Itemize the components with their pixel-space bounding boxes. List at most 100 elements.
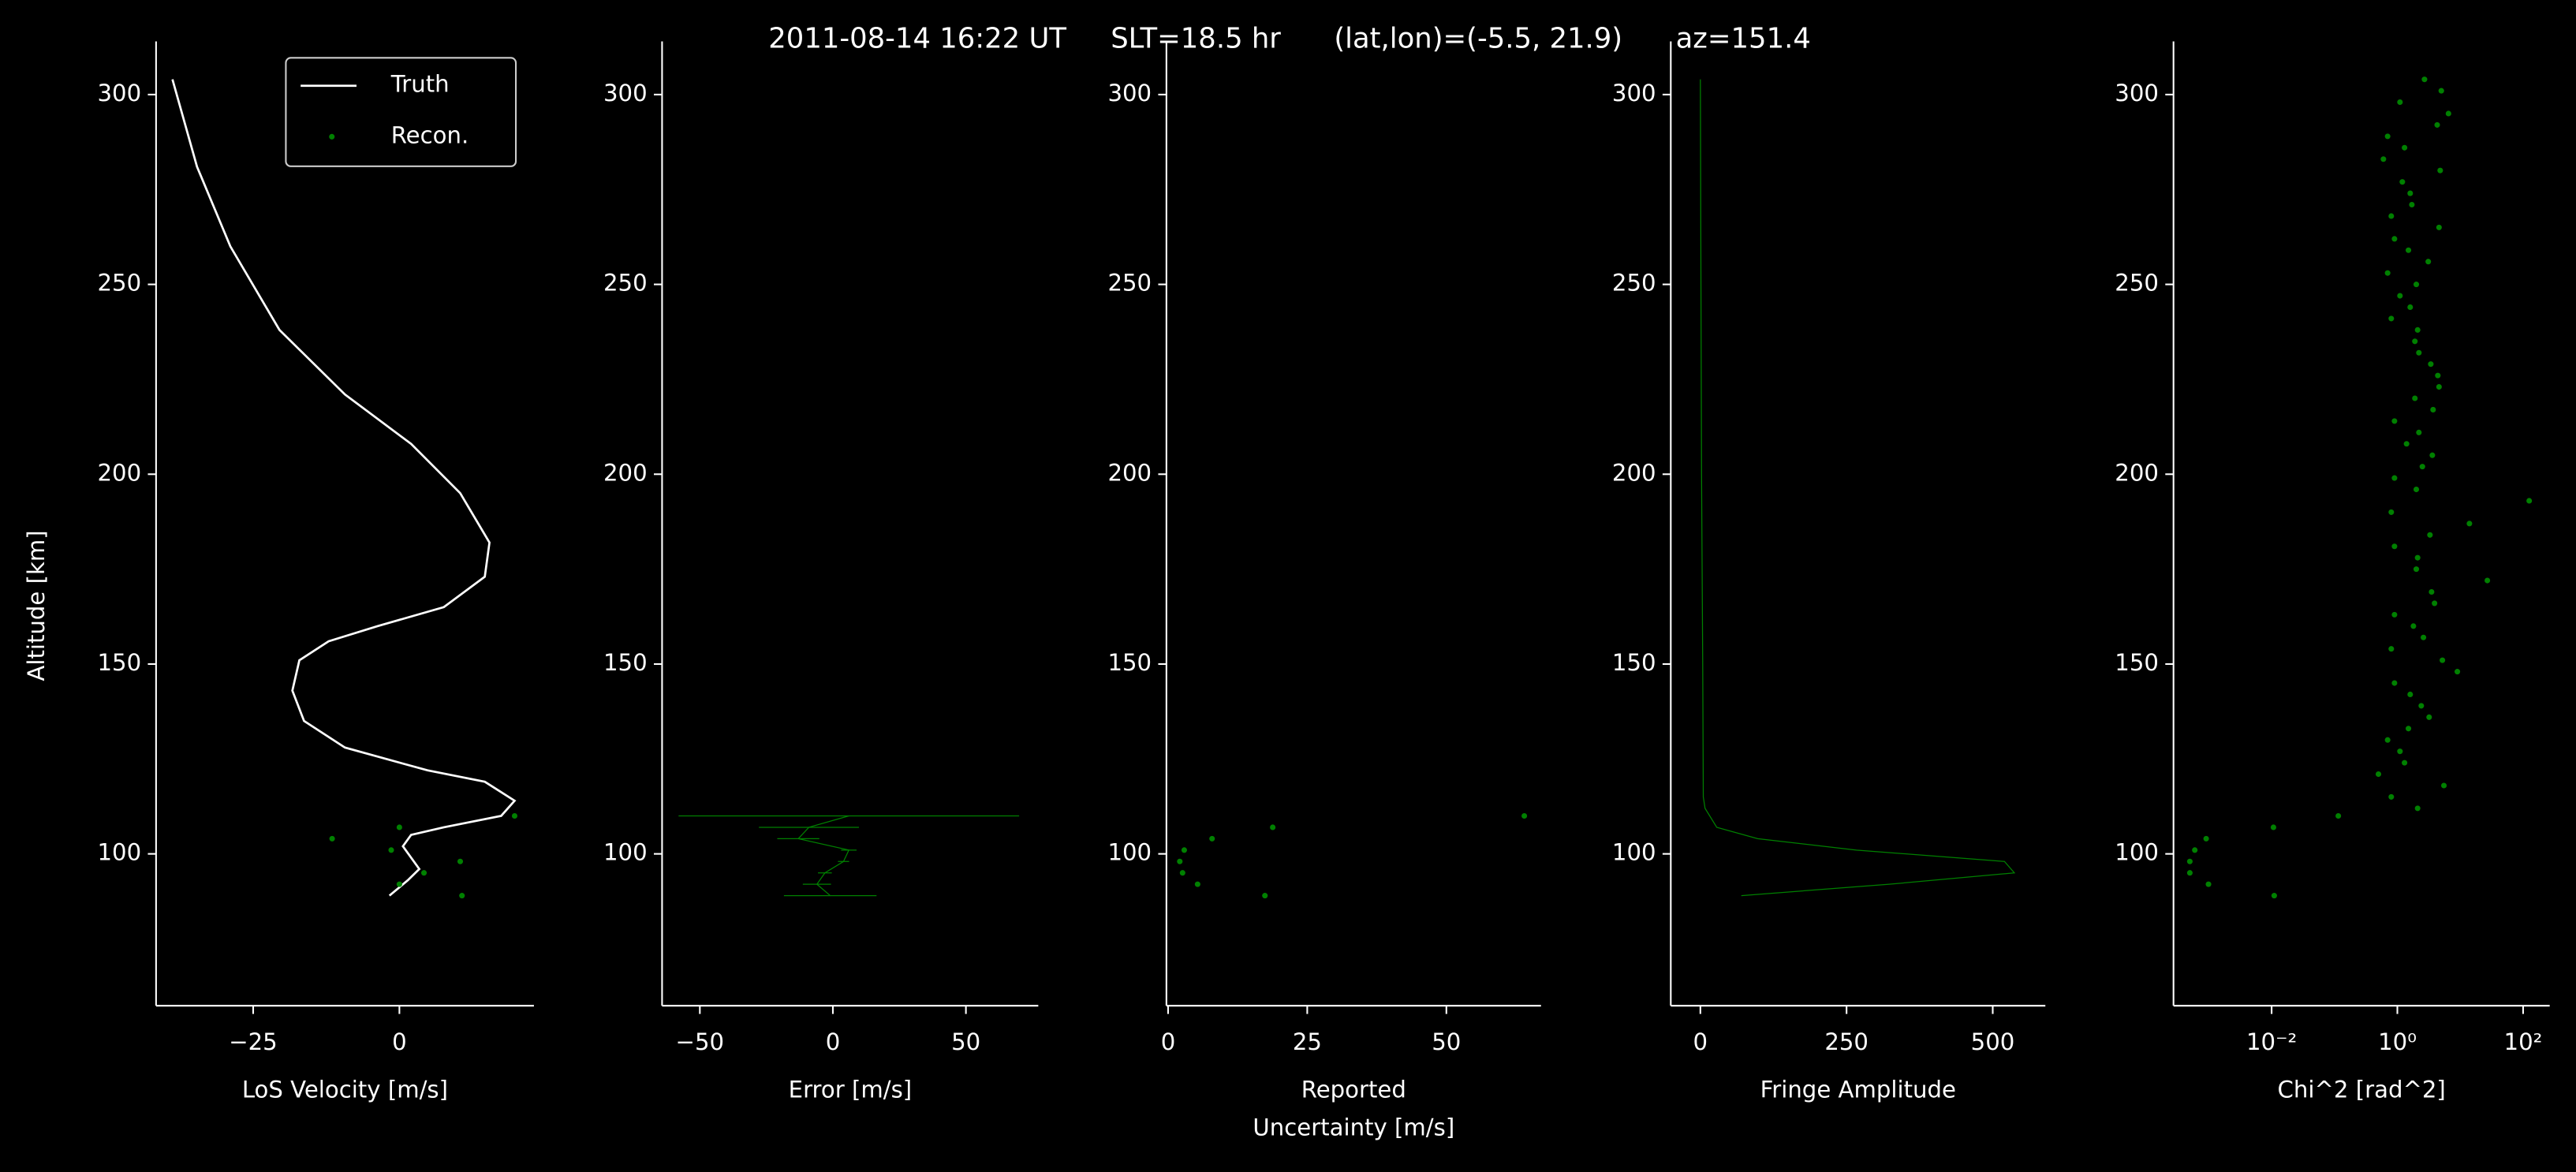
data-point	[459, 893, 465, 899]
data-point	[2407, 190, 2414, 196]
x-axis-label: LoS Velocity [m/s]	[242, 1076, 448, 1103]
data-point	[329, 835, 335, 842]
y-tick-label: 150	[97, 649, 141, 676]
y-tick-label: 200	[603, 459, 648, 486]
data-point	[2380, 156, 2387, 162]
data-point	[2418, 703, 2425, 709]
x-tick-label: 0	[826, 1028, 841, 1055]
data-point	[420, 870, 427, 876]
data-point	[2414, 554, 2421, 561]
data-point	[2414, 805, 2421, 812]
data-point	[1194, 881, 1200, 887]
x-axis-label: Chi^2 [rad^2]	[2278, 1076, 2446, 1103]
data-point	[2203, 835, 2209, 842]
data-line	[171, 79, 517, 897]
data-point	[2436, 224, 2442, 230]
data-point	[2526, 498, 2533, 504]
data-point	[2186, 870, 2193, 876]
data-point	[2391, 680, 2398, 686]
y-tick-label: 300	[1612, 80, 1656, 106]
legend-marker	[329, 133, 335, 140]
data-point	[2388, 646, 2395, 652]
data-point	[2427, 532, 2433, 538]
x-axis-label: Error [m/s]	[789, 1076, 913, 1103]
x-tick-label: 0	[1161, 1028, 1176, 1055]
x-tick-label: −50	[676, 1028, 725, 1055]
data-point	[2270, 824, 2276, 830]
data-point	[2391, 475, 2398, 481]
data-point	[2335, 812, 2342, 819]
x-tick-label: −25	[229, 1028, 278, 1055]
data-point	[2435, 372, 2441, 379]
y-tick-label: 200	[97, 459, 141, 486]
data-point	[2440, 657, 2446, 663]
y-tick-label: 150	[2115, 649, 2159, 676]
data-point	[2271, 893, 2277, 899]
data-point	[2399, 179, 2406, 185]
y-tick-label: 150	[603, 649, 648, 676]
data-point	[2391, 236, 2398, 242]
x-tick-label: 0	[392, 1028, 407, 1055]
data-point	[388, 847, 394, 853]
data-point	[2466, 521, 2473, 527]
y-tick-label: 300	[97, 80, 141, 106]
data-point	[2407, 304, 2414, 311]
data-point	[2397, 293, 2403, 299]
data-point	[2416, 429, 2422, 435]
y-tick-label: 250	[603, 270, 648, 297]
data-point	[2414, 327, 2421, 333]
data-point	[2391, 418, 2398, 424]
data-point	[2430, 406, 2436, 412]
legend-label: Truth	[390, 71, 450, 98]
data-point	[2413, 486, 2420, 493]
data-line	[797, 815, 850, 897]
x-tick-label: 0	[1693, 1028, 1708, 1055]
y-tick-label: 100	[603, 839, 648, 866]
y-axis-label: Altitude [km]	[23, 530, 50, 681]
data-point	[2412, 395, 2418, 401]
data-point	[2421, 77, 2428, 83]
data-point	[2407, 691, 2414, 698]
data-point	[2426, 714, 2432, 720]
data-point	[396, 824, 402, 830]
data-point	[1209, 835, 1215, 842]
data-point	[2412, 338, 2418, 345]
data-point	[2432, 600, 2438, 607]
data-point	[2406, 247, 2412, 253]
data-point	[2375, 771, 2382, 778]
data-point	[2388, 793, 2395, 800]
data-point	[2429, 588, 2435, 595]
data-point	[2409, 201, 2415, 208]
data-point	[511, 812, 518, 819]
legend-label: Recon.	[391, 121, 469, 148]
y-tick-label: 300	[603, 80, 648, 106]
data-point	[2455, 669, 2461, 675]
data-point	[2438, 88, 2444, 94]
y-tick-label: 150	[1612, 649, 1656, 676]
y-tick-label: 100	[97, 839, 141, 866]
x-tick-label: 250	[1824, 1028, 1869, 1055]
data-point	[1262, 893, 1268, 899]
data-point	[2406, 726, 2412, 732]
data-point	[2391, 543, 2398, 550]
x-tick-label: 10⁻²	[2246, 1028, 2297, 1055]
x-tick-label: 10²	[2504, 1028, 2543, 1055]
y-tick-label: 300	[1107, 80, 1152, 106]
data-point	[2413, 282, 2420, 288]
y-tick-label: 150	[1107, 649, 1152, 676]
data-point	[2192, 847, 2198, 853]
data-point	[2428, 361, 2434, 368]
x-tick-label: 25	[1293, 1028, 1322, 1055]
data-point	[2440, 782, 2447, 789]
data-point	[2388, 213, 2395, 219]
data-point	[2402, 144, 2408, 151]
y-tick-label: 100	[1612, 839, 1656, 866]
data-point	[2419, 464, 2425, 470]
y-tick-label: 250	[2115, 270, 2159, 297]
x-tick-label: 50	[951, 1028, 980, 1055]
x-axis-label: Reported	[1301, 1076, 1406, 1103]
data-point	[2429, 452, 2436, 458]
data-point	[2402, 760, 2408, 766]
data-point	[1179, 870, 1185, 876]
